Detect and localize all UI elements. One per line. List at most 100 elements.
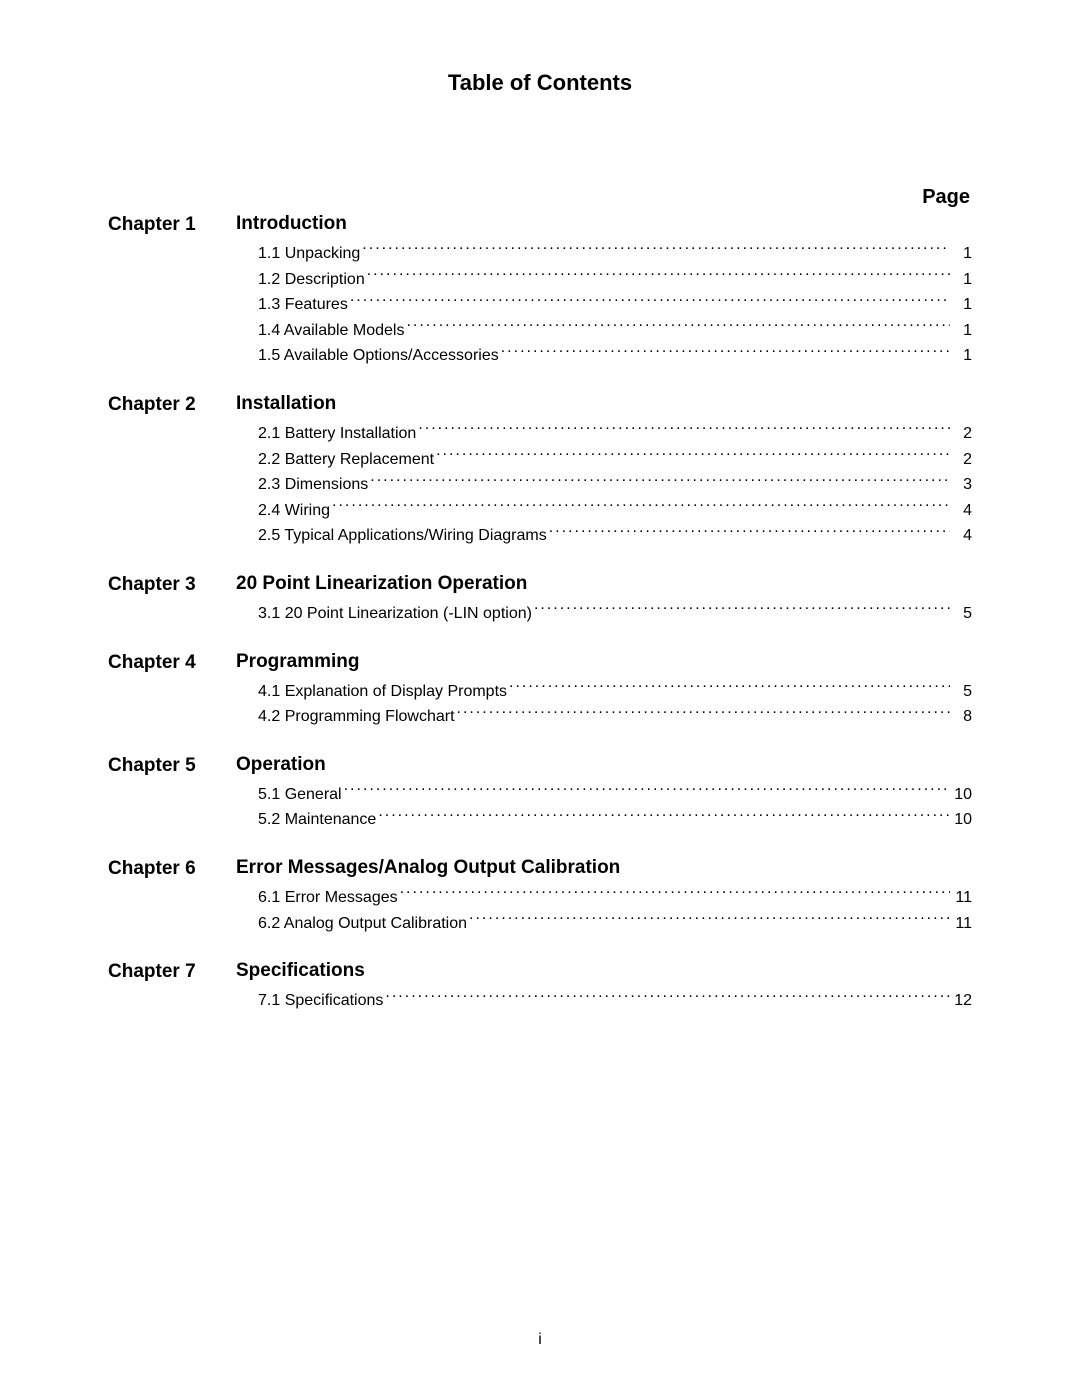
toc-entry: 4.2 Programming Flowchart8 (236, 704, 972, 730)
toc-entry-page: 8 (952, 704, 972, 730)
page-number: i (0, 1331, 1080, 1349)
chapter-body: 20 Point Linearization Operation 3.1 20 P… (236, 573, 972, 627)
leader-dots (370, 473, 950, 489)
toc-entry-text: 2.4 Wiring (258, 498, 330, 524)
toc-entry-text: 1.5 Available Options/Accessories (258, 343, 499, 369)
toc-entry: 5.1 General 10 (236, 782, 972, 808)
leader-dots (501, 344, 950, 360)
chapter: Chapter 7Specifications 7.1 Specification… (108, 960, 972, 1014)
leader-dots (362, 242, 950, 258)
chapter-label: Chapter 7 (108, 960, 236, 983)
chapter-label: Chapter 5 (108, 754, 236, 777)
chapter-title: Error Messages/Analog Output Calibration (236, 857, 972, 879)
chapter-title: Introduction (236, 213, 972, 235)
toc-entry-text: 2.2 Battery Replacement (258, 447, 434, 473)
leader-dots (385, 989, 950, 1005)
toc-entry-page: 11 (952, 911, 972, 937)
toc-entry-page: 5 (952, 679, 972, 705)
page-column-header: Page (108, 186, 972, 209)
leader-dots (332, 499, 950, 515)
toc-entry: 2.3 Dimensions3 (236, 472, 972, 498)
toc-entry-text: 6.1 Error Messages (258, 885, 398, 911)
leader-dots (400, 886, 950, 902)
leader-dots (344, 783, 950, 799)
toc-entry-text: 7.1 Specifications (258, 988, 383, 1014)
leader-dots (367, 268, 950, 284)
chapter-label: Chapter 3 (108, 573, 236, 596)
chapter-title: Installation (236, 393, 972, 415)
chapter-title: Specifications (236, 960, 972, 982)
chapter: Chapter 320 Point Linearization Operatio… (108, 573, 972, 627)
toc-entry: 4.1 Explanation of Display Prompts 5 (236, 679, 972, 705)
chapter-body: Operation5.1 General105.2 Maintenance10 (236, 754, 972, 833)
toc-entry-page: 1 (952, 343, 972, 369)
toc-entry: 6.1 Error Messages 11 (236, 885, 972, 911)
toc-entry-text: 6.2 Analog Output Calibration (258, 911, 467, 937)
toc-entry: 2.5 Typical Applications/Wiring Diagrams… (236, 523, 972, 549)
toc-entry-page: 12 (952, 988, 972, 1014)
leader-dots (436, 448, 950, 464)
chapter-label: Chapter 4 (108, 651, 236, 674)
leader-dots (457, 705, 950, 721)
chapter: Chapter 6Error Messages/Analog Output Ca… (108, 857, 972, 936)
toc-entry: 6.2 Analog Output Calibration 11 (236, 911, 972, 937)
toc-entry-page: 1 (952, 267, 972, 293)
toc-entry: 2.1 Battery Installation 2 (236, 421, 972, 447)
toc-entry: 1.3 Features1 (236, 292, 972, 318)
toc-entry-page: 1 (952, 318, 972, 344)
leader-dots (509, 680, 950, 696)
chapter-body: Introduction1.1 Unpacking11.2 Descriptio… (236, 213, 972, 369)
chapter-body: Specifications 7.1 Specifications 12 (236, 960, 972, 1014)
toc-entry-text: 1.4 Available Models (258, 318, 404, 344)
chapter-label: Chapter 1 (108, 213, 236, 236)
toc-entry: 3.1 20 Point Linearization (-LIN option)… (236, 601, 972, 627)
toc-entry-text: 1.1 Unpacking (258, 241, 360, 267)
chapter-title: Programming (236, 651, 972, 673)
toc-entry-page: 10 (952, 782, 972, 808)
leader-dots (418, 422, 950, 438)
toc-entry-page: 2 (952, 447, 972, 473)
toc-entry-text: 2.1 Battery Installation (258, 421, 416, 447)
leader-dots (350, 293, 950, 309)
toc-entry-text: 3.1 20 Point Linearization (-LIN option) (258, 601, 532, 627)
chapter-body: Programming 4.1 Explanation of Display Pr… (236, 651, 972, 730)
leader-dots (549, 524, 950, 540)
toc-entry-text: 5.2 Maintenance (258, 807, 376, 833)
chapter-label: Chapter 2 (108, 393, 236, 416)
toc-entry-text: 2.5 Typical Applications/Wiring Diagrams (258, 523, 547, 549)
toc-entry-page: 11 (952, 885, 972, 911)
chapter: Chapter 5Operation5.1 General105.2 Maint… (108, 754, 972, 833)
chapter: Chapter 1Introduction1.1 Unpacking11.2 D… (108, 213, 972, 369)
toc-entry-page: 5 (952, 601, 972, 627)
chapter: Chapter 2Installation 2.1 Battery Install… (108, 393, 972, 549)
toc-entry: 2.4 Wiring 4 (236, 498, 972, 524)
toc-entry: 1.1 Unpacking 1 (236, 241, 972, 267)
document-title: Table of Contents (108, 70, 972, 96)
chapter-label: Chapter 6 (108, 857, 236, 880)
toc-entry: 1.4 Available Models 1 (236, 318, 972, 344)
toc-entry-page: 1 (952, 241, 972, 267)
toc-entry: 2.2 Battery Replacement 2 (236, 447, 972, 473)
leader-dots (534, 602, 950, 618)
leader-dots (469, 912, 950, 928)
chapter-body: Installation2.1 Battery Installation22.2… (236, 393, 972, 549)
leader-dots (378, 808, 950, 824)
toc-entry: 1.5 Available Options/Accessories 1 (236, 343, 972, 369)
toc-entry: 7.1 Specifications 12 (236, 988, 972, 1014)
toc-entry: 1.2 Description 1 (236, 267, 972, 293)
toc-entry-page: 3 (952, 472, 972, 498)
chapter-body: Error Messages/Analog Output Calibration… (236, 857, 972, 936)
toc-entry-text: 5.1 General (258, 782, 342, 808)
toc-entry-page: 4 (952, 523, 972, 549)
page: Table of Contents Page Chapter 1Introduc… (0, 0, 1080, 1397)
toc-entry-page: 4 (952, 498, 972, 524)
toc-entry-page: 1 (952, 292, 972, 318)
toc-entry-page: 2 (952, 421, 972, 447)
toc-entry-text: 4.1 Explanation of Display Prompts (258, 679, 507, 705)
leader-dots (406, 319, 950, 335)
toc-entry: 5.2 Maintenance 10 (236, 807, 972, 833)
toc-entry-page: 10 (952, 807, 972, 833)
chapter: Chapter 4Programming 4.1 Explanation of D… (108, 651, 972, 730)
chapter-title: 20 Point Linearization Operation (236, 573, 972, 595)
toc-entry-text: 1.2 Description (258, 267, 365, 293)
